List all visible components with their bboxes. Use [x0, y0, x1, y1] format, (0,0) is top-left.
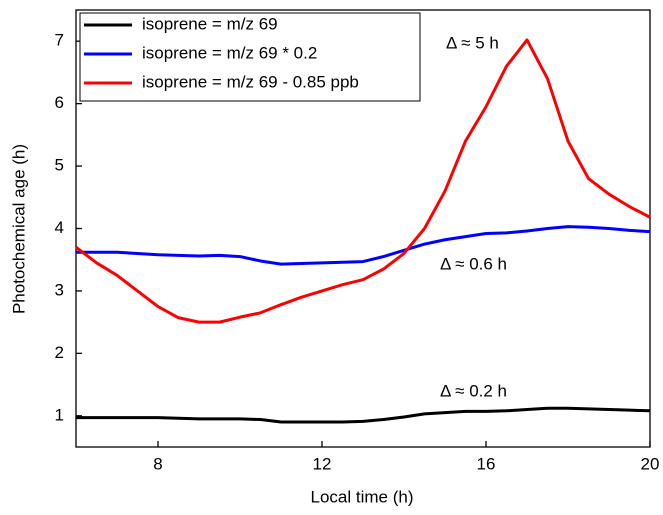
series-line	[75, 38, 651, 324]
y-tick-label: 6	[55, 93, 64, 112]
x-tick-label: 8	[153, 454, 162, 473]
y-tick-label: 3	[55, 280, 64, 299]
series-line	[76, 225, 651, 266]
y-tick-label: 7	[55, 31, 64, 50]
x-axis-title: Local time (h)	[311, 487, 414, 506]
x-tick-label: 12	[313, 454, 332, 473]
legend-frame	[79, 12, 421, 102]
legend-label: isoprene = m/z 69	[142, 14, 278, 33]
legend: isoprene = m/z 69 isoprene = m/z 69 * 0.2…	[79, 12, 421, 102]
annotation: Δ ≈ 0.2 h	[440, 381, 507, 400]
y-tick-label: 1	[55, 405, 64, 424]
annotation: Δ ≈ 5 h	[446, 33, 499, 52]
x-tick-label: 16	[477, 454, 496, 473]
y-tick-label: 2	[55, 343, 64, 362]
y-axis-title: Photochemical age (h)	[9, 144, 28, 314]
annotation: Δ ≈ 0.6 h	[440, 254, 507, 273]
legend-label: isoprene = m/z 69 * 0.2	[142, 43, 317, 62]
x-tick-label: 20	[641, 454, 660, 473]
y-tick-label: 5	[55, 156, 64, 175]
y-tick-label: 4	[55, 218, 64, 237]
series-line	[76, 406, 651, 424]
legend-label: isoprene = m/z 69 - 0.85 ppb	[142, 72, 359, 91]
